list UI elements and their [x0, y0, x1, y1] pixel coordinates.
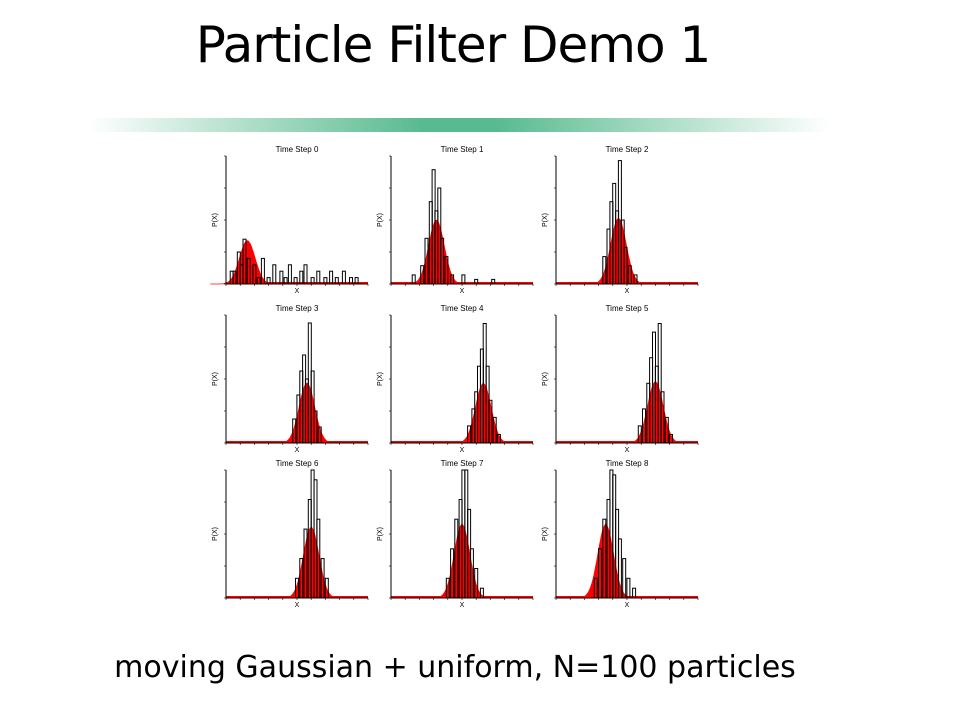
- y-axis-label: P(X): [542, 527, 549, 541]
- histogram-panel: Time Step 6 X P(X): [212, 459, 369, 609]
- histogram-panel: Time Step 2 X P(X): [542, 145, 699, 295]
- x-axis-label: X: [295, 288, 300, 295]
- panel-title: Time Step 7: [441, 459, 484, 468]
- panel-title: Time Step 8: [606, 459, 649, 468]
- x-axis-label: X: [625, 602, 630, 609]
- y-axis-label: P(X): [542, 372, 549, 386]
- slide-title: Particle Filter Demo 1: [195, 16, 712, 74]
- slide-caption: moving Gaussian + uniform, N=100 particl…: [114, 650, 796, 685]
- x-axis-label: X: [460, 447, 465, 454]
- y-axis-label: P(X): [212, 527, 219, 541]
- x-axis-label: X: [625, 447, 630, 454]
- histogram-panel: Time Step 3 X P(X): [212, 304, 369, 454]
- y-axis-label: P(X): [542, 213, 549, 227]
- histogram-panel: Time Step 5 X P(X): [542, 304, 699, 454]
- panel-title: Time Step 5: [606, 304, 649, 313]
- panel-title: Time Step 1: [441, 145, 484, 154]
- histogram-panel: Time Step 8 X P(X): [542, 459, 699, 609]
- y-axis-label: P(X): [377, 213, 384, 227]
- particle-bar: [626, 577, 631, 599]
- histogram-panel: Time Step 0 X P(X): [210, 145, 369, 295]
- histogram-panel: Time Step 1 X P(X): [377, 145, 534, 295]
- histogram-panel: Time Step 7 X P(X): [377, 459, 534, 609]
- particle-bar: [272, 264, 277, 285]
- y-axis-label: P(X): [212, 213, 219, 227]
- panel-title: Time Step 0: [276, 145, 319, 154]
- panel-title: Time Step 6: [276, 459, 319, 468]
- x-axis-label: X: [460, 602, 465, 609]
- y-axis-label: P(X): [377, 372, 384, 386]
- panel-title: Time Step 4: [441, 304, 484, 313]
- density-curve: [270, 382, 344, 444]
- y-axis-label: P(X): [212, 372, 219, 386]
- x-axis-label: X: [625, 288, 630, 295]
- panel-title: Time Step 3: [276, 304, 319, 313]
- x-axis-label: X: [460, 288, 465, 295]
- y-axis-label: P(X): [377, 527, 384, 541]
- particle-bar: [287, 264, 292, 285]
- x-axis-label: X: [295, 602, 300, 609]
- title-divider: [88, 118, 830, 132]
- histogram-panel: Time Step 4 X P(X): [377, 304, 534, 454]
- x-axis-label: X: [295, 447, 300, 454]
- panel-title: Time Step 2: [606, 145, 649, 154]
- particle-bar: [303, 264, 308, 285]
- particle-bar: [622, 558, 627, 599]
